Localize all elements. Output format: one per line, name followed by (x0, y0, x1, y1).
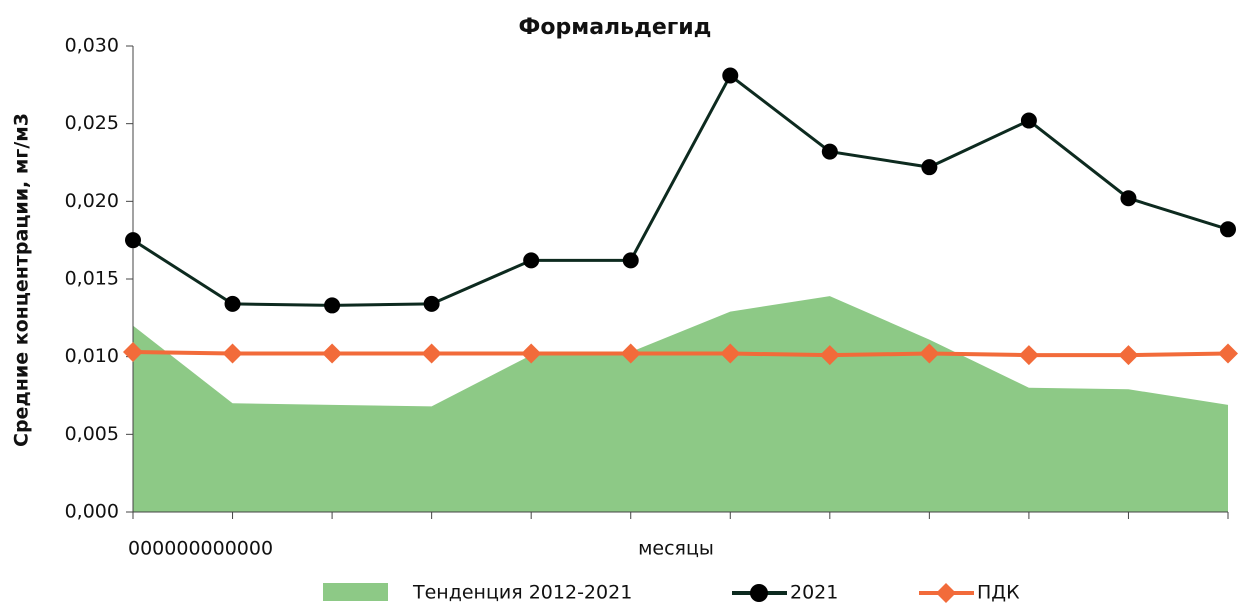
diamond-marker (620, 343, 641, 364)
axis-layer (126, 45, 1229, 519)
circle-marker (125, 232, 141, 249)
circle-marker (423, 295, 440, 312)
diamond-marker (919, 343, 940, 364)
circle-marker (224, 295, 241, 312)
diamond-marker (421, 343, 442, 364)
diamond-marker (1118, 345, 1139, 366)
area-layer (133, 296, 1228, 512)
legend-label: ПДК (977, 582, 1020, 604)
y-tick-label: 0,015 (65, 268, 119, 290)
series-line (132, 350, 1229, 358)
legend-label: 2021 (790, 582, 838, 604)
circle-marker (921, 159, 938, 176)
circle-marker (622, 252, 639, 269)
legend-circle (750, 584, 768, 602)
x-axis-label: месяцы (638, 538, 714, 560)
circle-marker (324, 297, 341, 314)
line-layer (123, 67, 1238, 366)
circle-marker (821, 143, 838, 160)
diamond-marker (1218, 343, 1238, 364)
circle-marker (1220, 221, 1236, 238)
y-tick-label: 0,005 (65, 423, 119, 445)
diamond-marker (521, 343, 542, 364)
legend-swatch (323, 583, 388, 601)
y-tick-label: 0,030 (65, 35, 119, 57)
diamond-marker (1018, 345, 1039, 366)
chart-title: Формальдегид (519, 15, 712, 40)
diamond-marker (222, 343, 243, 364)
y-axis-label: Средние концентрации, мг/м3 (11, 113, 33, 447)
y-tick-label: 0,020 (65, 190, 119, 212)
circle-marker (523, 252, 540, 269)
circle-marker (1120, 190, 1137, 207)
y-tick-label: 0,025 (65, 112, 119, 134)
diamond-marker (819, 345, 840, 366)
y-tick-label: 0,000 (65, 501, 119, 523)
legend-label: Тенденция 2012-2021 (412, 582, 632, 604)
x-annotation: 000000000000 (128, 538, 273, 560)
diamond-marker (322, 343, 343, 364)
circle-marker (722, 67, 739, 84)
diamond-marker (720, 343, 741, 364)
legend-diamond (936, 583, 956, 603)
trend-area (133, 296, 1228, 512)
series-line (132, 73, 1229, 307)
diamond-marker (123, 342, 143, 363)
y-tick-label: 0,010 (65, 345, 119, 367)
circle-marker (1020, 112, 1037, 129)
